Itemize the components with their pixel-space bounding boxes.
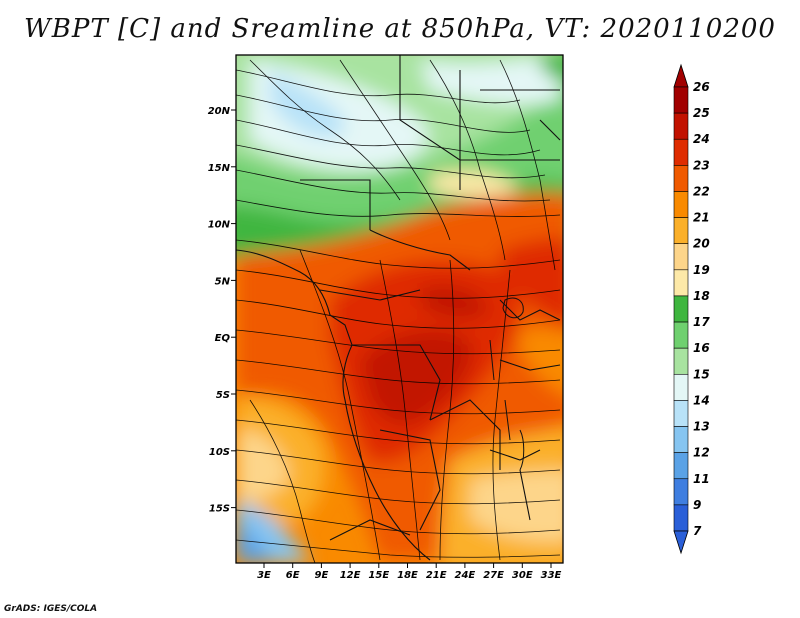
lon-tick-label: 21E bbox=[426, 570, 447, 581]
lat-tick-label: 20N bbox=[208, 106, 231, 117]
colorbar-swatch bbox=[673, 373, 689, 401]
colorbar-swatch bbox=[673, 400, 689, 427]
colorbar-label: 11 bbox=[693, 472, 710, 486]
colorbar-label: 21 bbox=[693, 211, 710, 225]
colorbar-swatch bbox=[673, 426, 689, 453]
longitude-axis: 3E 6E 9E 12E 15E 18E 21E 24E 27E 30E 33E bbox=[257, 563, 562, 581]
colorbar-label: 7 bbox=[693, 524, 702, 538]
colorbar-swatch bbox=[673, 191, 689, 218]
colorbar-label: 25 bbox=[693, 106, 710, 120]
lon-tick-label: 15E bbox=[368, 570, 389, 581]
colorbar-label: 9 bbox=[693, 498, 701, 512]
lat-tick-label: 10S bbox=[209, 447, 230, 458]
colorbar-label: 13 bbox=[693, 420, 710, 434]
colorbar-label: 12 bbox=[693, 446, 710, 460]
colorbar-swatch bbox=[673, 217, 689, 245]
lat-tick-label: 5S bbox=[216, 390, 230, 401]
wbpt-shading bbox=[236, 55, 563, 563]
lat-tick-label: 15S bbox=[209, 504, 230, 515]
lon-tick-label: 27E bbox=[483, 570, 504, 581]
lat-tick-label: 5N bbox=[215, 276, 231, 287]
colorbar-label: 16 bbox=[693, 341, 710, 355]
lon-tick-label: 6E bbox=[286, 570, 300, 581]
lon-tick-label: 18E bbox=[397, 570, 418, 581]
colorbar-swatch bbox=[673, 295, 689, 323]
colorbar-swatch bbox=[673, 86, 689, 114]
colorbar-label: 14 bbox=[693, 393, 710, 407]
grads-credit: GrADS: IGES/COLA bbox=[4, 604, 98, 614]
country-borders bbox=[236, 55, 561, 561]
lon-tick-label: 9E bbox=[315, 570, 329, 581]
colorbar-label: 22 bbox=[693, 184, 710, 198]
lon-tick-label: 30E bbox=[512, 570, 533, 581]
lon-tick-label: 24E bbox=[455, 570, 476, 581]
latitude-axis: 20N 15N 10N 5N EQ 5S 10S 15S bbox=[208, 106, 236, 515]
colorbar-swatch bbox=[673, 321, 689, 349]
colorbar-swatch bbox=[673, 165, 689, 192]
colorbar-swatch bbox=[673, 243, 689, 271]
colorbar-label: 24 bbox=[693, 132, 710, 146]
map-frame bbox=[235, 54, 564, 564]
lon-tick-label: 3E bbox=[257, 570, 271, 581]
colorbar-swatch bbox=[673, 269, 689, 297]
colorbar-swatch bbox=[673, 504, 689, 532]
colorbar-label: 19 bbox=[693, 263, 710, 277]
colorbar-swatch bbox=[673, 347, 689, 375]
streamlines bbox=[236, 59, 561, 563]
colorbar-label: 18 bbox=[693, 289, 710, 303]
colorbar: 26 25 24 23 22 21 20 19 18 17 16 15 14 13 12 11 9 7 bbox=[673, 63, 710, 555]
lon-tick-label: 33E bbox=[541, 570, 562, 581]
lat-tick-label: EQ bbox=[215, 333, 231, 344]
colorbar-swatch bbox=[673, 112, 689, 140]
colorbar-top-arrow bbox=[673, 63, 689, 88]
chart-title: WBPT [C] and Sreamline at 850hPa, VT: 20… bbox=[24, 14, 776, 44]
colorbar-label: 20 bbox=[693, 237, 710, 251]
lon-tick-label: 12E bbox=[340, 570, 361, 581]
colorbar-swatch bbox=[673, 138, 689, 166]
lat-tick-label: 15N bbox=[208, 163, 231, 174]
colorbar-label: 15 bbox=[693, 367, 710, 381]
colorbar-label: 26 bbox=[693, 80, 710, 94]
colorbar-swatch bbox=[673, 478, 689, 506]
colorbar-bottom-arrow bbox=[673, 530, 689, 555]
colorbar-label: 17 bbox=[693, 315, 710, 329]
lakes bbox=[489, 297, 525, 471]
colorbar-label: 23 bbox=[693, 158, 710, 172]
lat-tick-label: 10N bbox=[208, 220, 231, 231]
colorbar-swatch bbox=[673, 452, 689, 480]
